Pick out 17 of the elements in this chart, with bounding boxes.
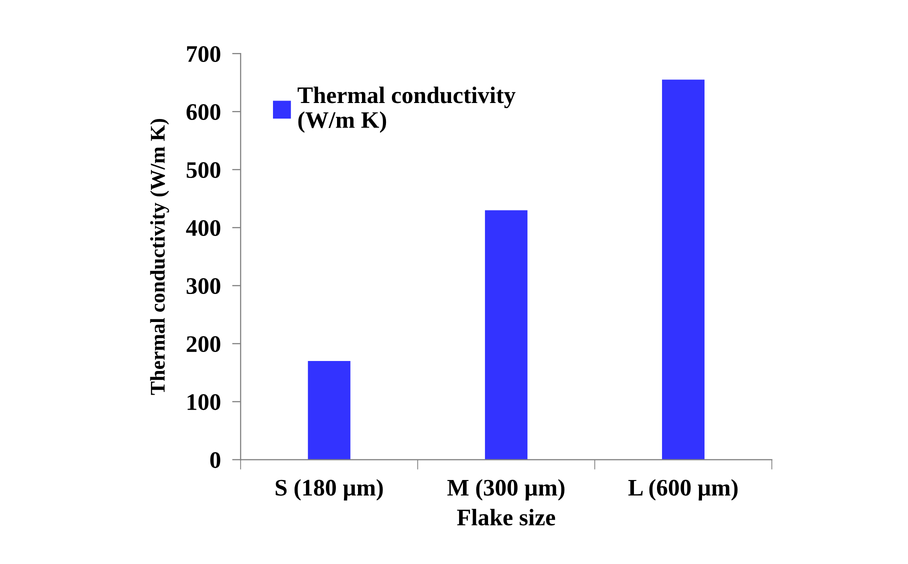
x-tick-label: M (300 µm) [447,479,564,501]
x-axis-title: Flake size [457,508,556,526]
y-tick-label: 400 [186,220,220,236]
bar [484,210,528,460]
legend-label: Thermal conductivity (W/m K) [298,86,516,133]
y-tick-label: 600 [186,104,220,120]
y-tick-label: 500 [186,162,220,178]
y-tick-label: 200 [186,336,220,352]
y-tick-label: 100 [188,394,220,410]
bar [308,361,350,460]
y-tick-label: 300 [186,278,220,294]
y-tick-label: 0 [210,452,220,468]
bar [662,80,705,460]
y-axis-title: Thermal conductivity (W/m K) [150,118,170,395]
y-tick-label: 700 [187,46,220,62]
x-tick-label: L (600 µm) [628,479,738,501]
x-tick-label: S (180 µm) [276,479,383,501]
